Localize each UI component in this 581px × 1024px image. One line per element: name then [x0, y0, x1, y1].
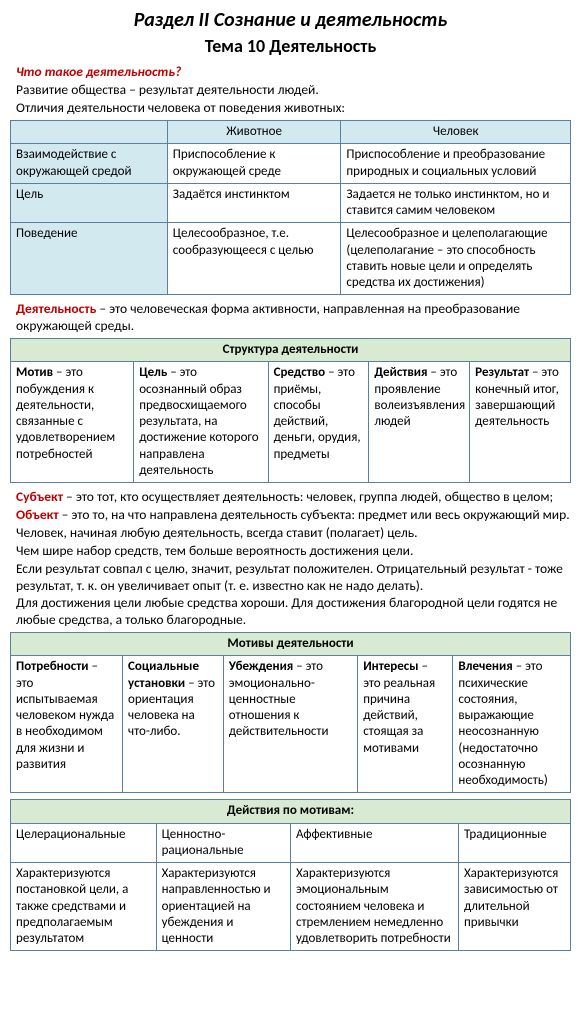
- table-animal-human: Животное Человек Взаимодействие с окружа…: [10, 120, 571, 295]
- table-cell: Целесообразное, т.е. сообразующееся с це…: [167, 223, 341, 295]
- table-header: Человек: [341, 121, 571, 144]
- table-title: Действия по мотивам:: [11, 800, 571, 823]
- table-cell: Потребности – это испытываемая человеком…: [11, 656, 123, 793]
- table-motives: Мотивы деятельности Потребности – это ис…: [10, 632, 571, 793]
- section-title: Раздел II Сознание и деятельность: [10, 8, 571, 33]
- table-header: Традиционные: [458, 823, 570, 863]
- table-cell: Приспособление к окружающей среде: [167, 144, 341, 184]
- table-cell: Приспособление и преобразование природны…: [341, 144, 571, 184]
- table-title: Мотивы деятельности: [11, 633, 571, 656]
- topic-title: Тема 10 Деятельность: [10, 35, 571, 58]
- def-object: Объект – это то, на что направлена деяте…: [16, 507, 571, 524]
- table-cell: Задается не только инстинктом, но и став…: [341, 183, 571, 223]
- table-cell: Характеризуются постановкой цели, а такж…: [11, 863, 157, 951]
- body-line: Человек, начиная любую деятельность, все…: [16, 525, 571, 542]
- table-cell: Мотив – это побуждения к деятельности, с…: [11, 362, 134, 483]
- intro-line-2: Отличия деятельности человека от поведен…: [16, 100, 571, 117]
- table-header: Целерациональные: [11, 823, 157, 863]
- term-rest: – это тот, кто осуществляет деятельность…: [63, 488, 553, 505]
- table-title: Структура деятельности: [11, 339, 571, 362]
- table-cell: Характеризуются зависимостью от длительн…: [458, 863, 570, 951]
- table-cell: Целесообразное и целеполагающие (целепол…: [341, 223, 571, 295]
- table-cell: Взаимодействие с окружающей средой: [11, 144, 168, 184]
- table-actions-by-motives: Действия по мотивам: Целерациональные Це…: [10, 799, 571, 951]
- table-cell: Результат – это конечный итог, завершающ…: [470, 362, 571, 483]
- table-cell: Цель: [11, 183, 168, 223]
- table-cell: Социальные установки – это ориентация че…: [123, 656, 224, 793]
- term: Субъект: [16, 488, 63, 505]
- table-cell: Цель – это осознанный образ предвосхищае…: [134, 362, 268, 483]
- table-cell: Поведение: [11, 223, 168, 295]
- table-cell: Интересы – это реальная причина действий…: [358, 656, 453, 793]
- term: Деятельность: [16, 300, 96, 317]
- table-cell: Характеризуются направленностью и ориент…: [156, 863, 290, 951]
- table-cell: Задаётся инстинктом: [167, 183, 341, 223]
- table-cell: Убеждения – это эмоционально-ценностные …: [223, 656, 357, 793]
- table-header: Аффективные: [290, 823, 458, 863]
- table-cell: Характеризуются эмоциональным состоянием…: [290, 863, 458, 951]
- body-line: Если результат совпал с целю, значит, ре…: [16, 561, 571, 595]
- table-cell: [11, 121, 168, 144]
- intro-line-1: Развитие общества – результат деятельнос…: [16, 82, 571, 99]
- body-line: Для достижения цели любые средства хорош…: [16, 595, 571, 629]
- table-header: Ценностно-рациональные: [156, 823, 290, 863]
- term-rest: – это то, на что направлена деятельность…: [59, 506, 570, 523]
- table-header: Животное: [167, 121, 341, 144]
- term: Объект: [16, 506, 59, 523]
- question-heading: Что такое деятельность?: [16, 64, 571, 81]
- table-cell: Действия – это проявление волеизъявления…: [369, 362, 470, 483]
- def-subject: Субъект – это тот, кто осуществляет деят…: [16, 489, 571, 506]
- table-cell: Влечения – это психические состояния, вы…: [453, 656, 571, 793]
- table-cell: Средство – это приёмы, способы действий,…: [268, 362, 369, 483]
- body-line: Чем шире набор средств, тем больше вероя…: [16, 543, 571, 560]
- table-structure: Структура деятельности Мотив – это побуж…: [10, 338, 571, 483]
- definition-activity: Деятельность – это человеческая форма ак…: [16, 301, 565, 335]
